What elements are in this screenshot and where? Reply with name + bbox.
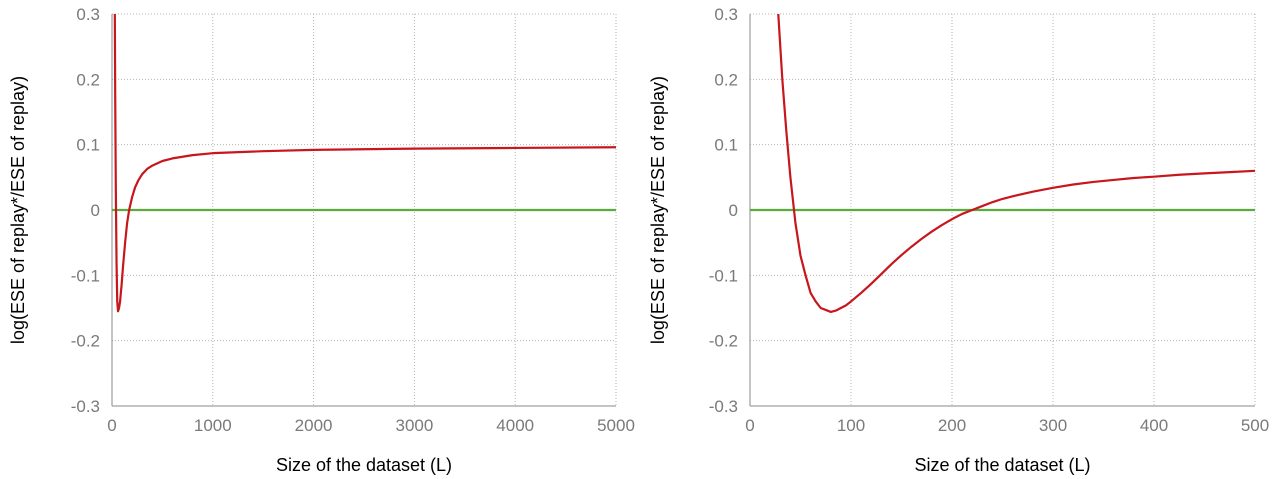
red-ratio-curve (777, 14, 1255, 314)
y-tick-label: -0.3 (709, 397, 738, 416)
x-axis-label: Size of the dataset (L) (276, 455, 452, 475)
x-axis-label: Size of the dataset (L) (914, 455, 1090, 475)
x-tick-label: 5000 (597, 416, 635, 435)
y-tick-label: -0.1 (709, 266, 738, 285)
y-tick-label: 0 (729, 201, 738, 220)
y-tick-label: 0.1 (714, 136, 738, 155)
y-tick-label: -0.3 (71, 397, 100, 416)
y-tick-label: 0.3 (76, 5, 100, 24)
y-axis-label: log(ESE of replay*/ESE of replay) (8, 76, 28, 344)
x-tick-label: 0 (107, 416, 116, 435)
y-tick-label: -0.2 (71, 332, 100, 351)
left-line-chart: 0 1000 2000 3000 4000 5000 -0.3 -0.2 -0.1 0 0.1 0.2… (8, 5, 635, 475)
x-tick-label: 3000 (395, 416, 433, 435)
x-tick-label: 100 (837, 416, 865, 435)
y-tick-label: -0.1 (71, 266, 100, 285)
x-tick-label: 300 (1039, 416, 1067, 435)
x-tick-label: 4000 (496, 416, 534, 435)
red-ratio-curve (113, 14, 616, 313)
y-tick-label: 0.3 (714, 5, 738, 24)
y-tick-label: -0.2 (709, 332, 738, 351)
y-tick-label: 0.1 (76, 136, 100, 155)
x-tick-label: 2000 (295, 416, 333, 435)
right-line-chart: 0 100 200 300 400 500 -0.3 -0.2 -0.1 0 0.1 0.2 0.3 Si… (648, 5, 1269, 475)
x-tick-label: 400 (1140, 416, 1168, 435)
x-tick-label: 1000 (194, 416, 232, 435)
y-axis-label: log(ESE of replay*/ESE of replay) (648, 76, 668, 344)
y-tick-label: 0.2 (714, 70, 738, 89)
y-tick-label: 0 (91, 201, 100, 220)
x-tick-label: 200 (938, 416, 966, 435)
x-tick-label: 500 (1241, 416, 1269, 435)
x-tick-label: 0 (745, 416, 754, 435)
y-tick-label: 0.2 (76, 70, 100, 89)
